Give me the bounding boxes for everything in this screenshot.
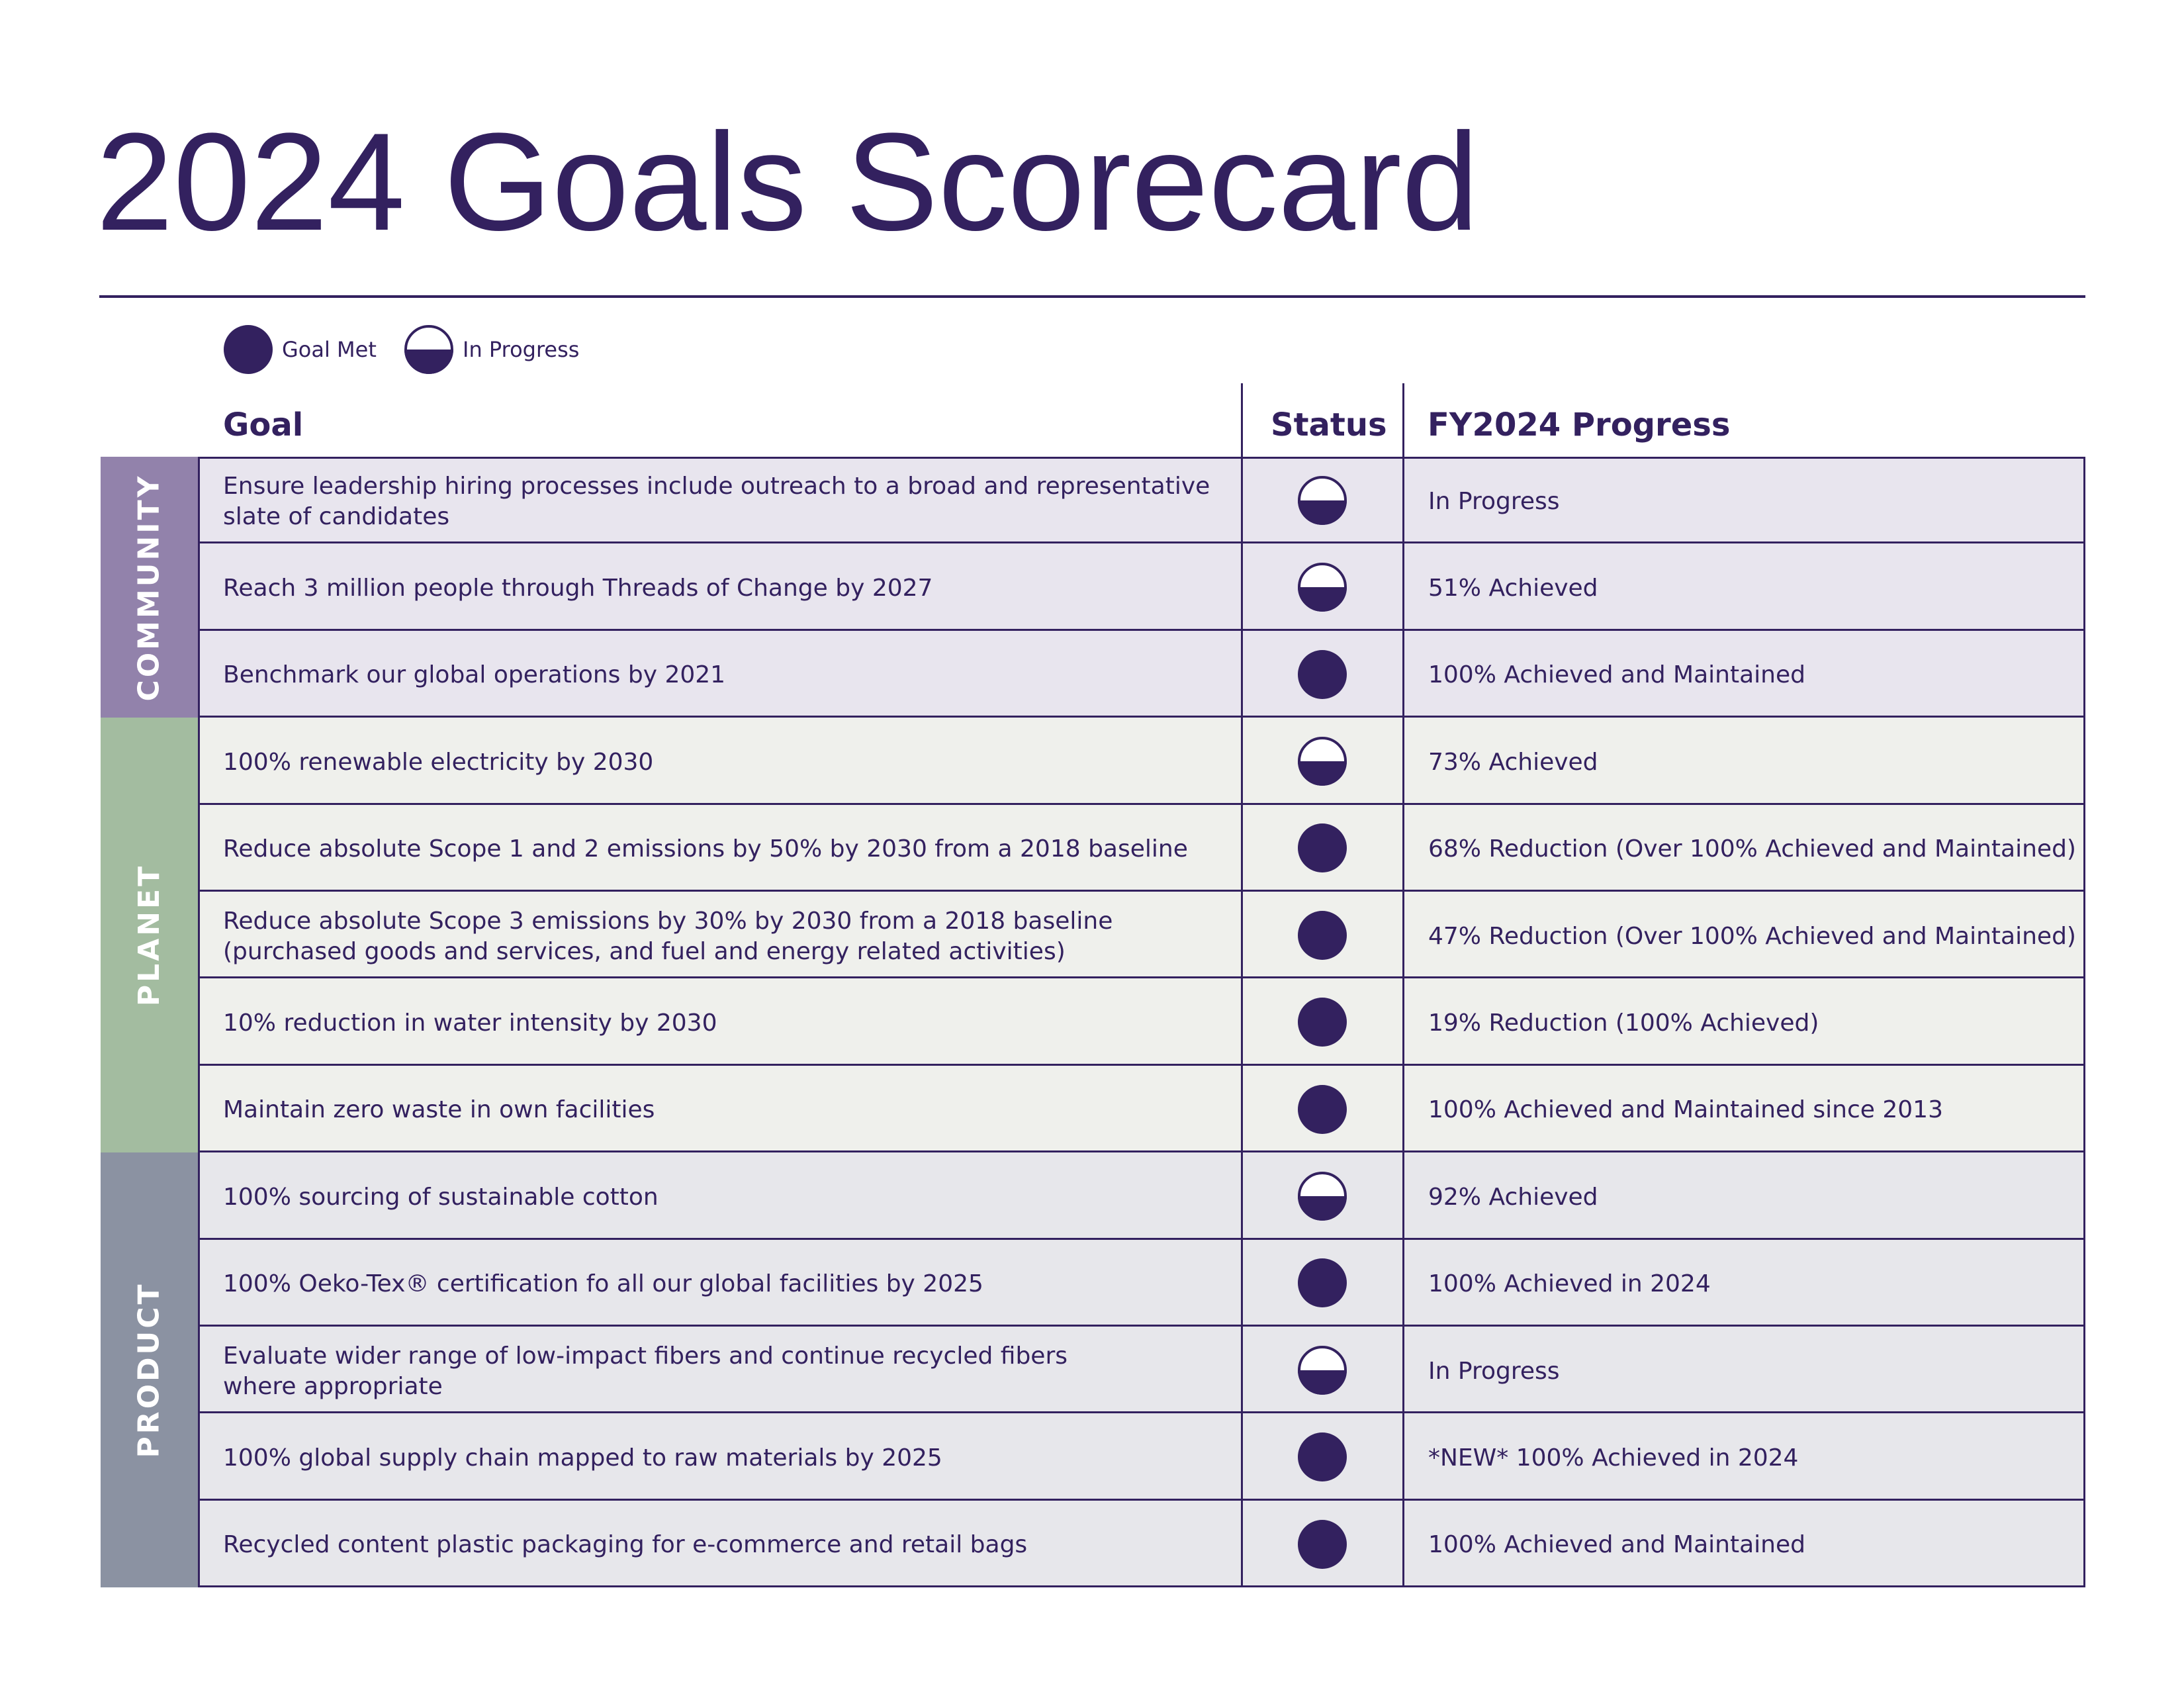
icon-goal-met bbox=[1298, 823, 1347, 873]
goal-cell: Maintain zero waste in own facilities bbox=[223, 1096, 655, 1124]
table-row bbox=[198, 1065, 2085, 1153]
table-row bbox=[198, 1500, 2085, 1588]
table-row bbox=[198, 630, 2085, 718]
progress-cell: 68% Reduction (Over 100% Achieved and Ma… bbox=[1428, 835, 2076, 863]
goal-cell: Reach 3 million people through Threads o… bbox=[223, 575, 933, 602]
progress-cell: 100% Achieved and Maintained since 2013 bbox=[1428, 1096, 1943, 1124]
icon-goal-met bbox=[1298, 1258, 1347, 1308]
group-label: PLANET bbox=[132, 864, 167, 1007]
table-row bbox=[198, 457, 2085, 544]
column-divider bbox=[1241, 457, 1243, 1588]
icon-in-progress bbox=[1298, 736, 1347, 786]
goal-cell: Benchmark our global operations by 2021 bbox=[223, 661, 726, 689]
goal-cell: Reduce absolute Scope 1 and 2 emissions … bbox=[223, 835, 1188, 863]
table-row bbox=[198, 1413, 2085, 1501]
goal-cell: Evaluate wider range of low-impact fiber… bbox=[223, 1342, 1068, 1400]
group-band: PRODUCT bbox=[101, 1152, 198, 1588]
column-header: Goal bbox=[223, 406, 304, 444]
goal-cell: 100% global supply chain mapped to raw m… bbox=[223, 1444, 942, 1472]
table-row bbox=[198, 1327, 2085, 1414]
group-band: PLANET bbox=[101, 718, 198, 1153]
progress-cell: 47% Reduction (Over 100% Achieved and Ma… bbox=[1428, 922, 2076, 950]
header-divider bbox=[1241, 383, 1243, 457]
table-row bbox=[198, 978, 2085, 1066]
progress-cell: 73% Achieved bbox=[1428, 748, 1598, 776]
table-row bbox=[198, 1239, 2085, 1327]
group-label: COMMUNITY bbox=[132, 473, 167, 702]
table-row bbox=[198, 1152, 2085, 1240]
progress-cell: 19% Reduction (100% Achieved) bbox=[1428, 1009, 1819, 1037]
column-divider bbox=[1402, 457, 1404, 1588]
progress-cell: *NEW* 100% Achieved in 2024 bbox=[1428, 1444, 1799, 1472]
icon-in-progress bbox=[1298, 475, 1347, 525]
progress-cell: 51% Achieved bbox=[1428, 575, 1598, 602]
goal-cell: 100% renewable electricity by 2030 bbox=[223, 748, 654, 776]
goal-cell: 10% reduction in water intensity by 2030 bbox=[223, 1009, 717, 1037]
icon-in-progress bbox=[1298, 1171, 1347, 1221]
goal-cell: Reduce absolute Scope 3 emissions by 30%… bbox=[223, 907, 1113, 965]
goal-cell: 100% Oeko-Tex® certification fo all our … bbox=[223, 1270, 983, 1298]
goal-cell: Ensure leadership hiring processes inclu… bbox=[223, 472, 1210, 530]
icon-in-progress bbox=[404, 325, 453, 374]
icon-goal-met bbox=[1298, 649, 1347, 699]
goal-cell: 100% sourcing of sustainable cotton bbox=[223, 1183, 659, 1211]
icon-in-progress bbox=[1298, 1345, 1347, 1395]
legend-label: Goal Met bbox=[282, 337, 377, 362]
header-divider bbox=[1402, 383, 1404, 457]
table-row bbox=[198, 718, 2085, 805]
group-band: COMMUNITY bbox=[101, 457, 198, 718]
icon-goal-met bbox=[1298, 1519, 1347, 1569]
table-row bbox=[198, 804, 2085, 892]
progress-cell: In Progress bbox=[1428, 1357, 1560, 1385]
column-header: Status bbox=[1271, 406, 1387, 444]
icon-goal-met bbox=[1298, 1084, 1347, 1134]
group-label: PRODUCT bbox=[132, 1282, 166, 1458]
icon-goal-met bbox=[1298, 998, 1347, 1047]
progress-cell: In Progress bbox=[1428, 487, 1560, 515]
icon-in-progress bbox=[1298, 563, 1347, 612]
title-rule bbox=[99, 295, 2085, 298]
goal-cell: Recycled content plastic packaging for e… bbox=[223, 1531, 1028, 1559]
table-row bbox=[198, 543, 2085, 631]
column-header: FY2024 Progress bbox=[1428, 406, 1731, 444]
progress-cell: 92% Achieved bbox=[1428, 1183, 1598, 1211]
page-title: 2024 Goals Scorecard bbox=[96, 104, 1479, 259]
progress-cell: 100% Achieved and Maintained bbox=[1428, 1531, 1805, 1559]
table-row bbox=[198, 892, 2085, 979]
icon-goal-met bbox=[1298, 910, 1347, 960]
icon-goal-met bbox=[224, 325, 273, 374]
legend-label: In Progress bbox=[463, 337, 580, 362]
progress-cell: 100% Achieved in 2024 bbox=[1428, 1270, 1711, 1298]
progress-cell: 100% Achieved and Maintained bbox=[1428, 661, 1805, 689]
icon-goal-met bbox=[1298, 1432, 1347, 1482]
